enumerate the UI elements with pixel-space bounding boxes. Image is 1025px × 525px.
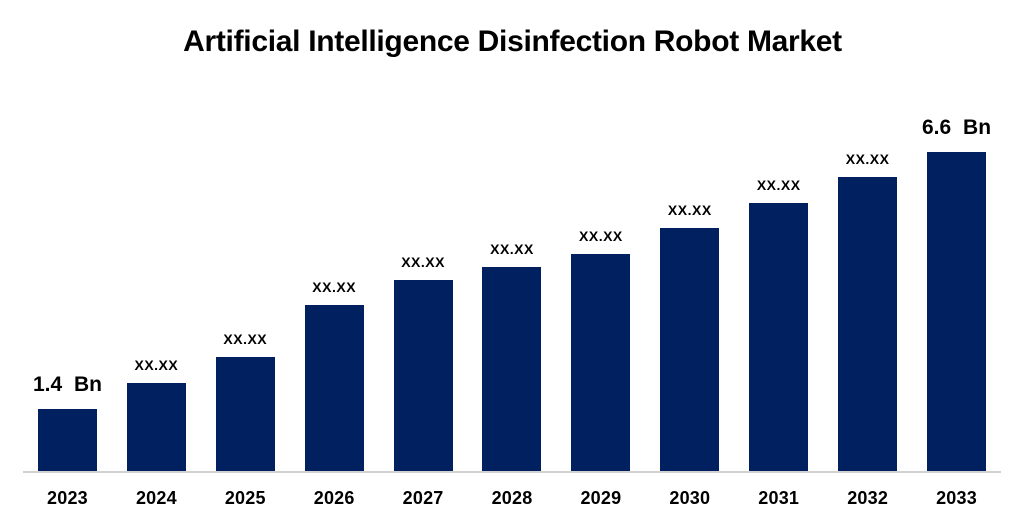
x-axis-tick-label: 2027 <box>402 488 444 508</box>
bar-group: XX.XX <box>379 0 468 471</box>
x-axis-tick-label: 2023 <box>47 488 88 508</box>
bar-value-label: XX.XX <box>845 151 890 167</box>
bar-group: XX.XX <box>468 0 557 471</box>
bar-group: XX.XX <box>734 0 823 471</box>
bar-value-label: XX.XX <box>579 228 623 244</box>
bar <box>482 267 542 471</box>
bar-group: XX.XX <box>645 0 734 471</box>
bar <box>37 409 97 471</box>
bar <box>927 152 987 471</box>
bar <box>126 383 186 471</box>
bar-value-label: 1.4 Bn <box>32 373 102 396</box>
bar-group: XX.XX <box>823 0 912 471</box>
chart-title: Artificial Intelligence Disinfection Rob… <box>183 25 842 58</box>
bar <box>749 203 809 471</box>
x-axis-tick-label: 2029 <box>580 488 622 508</box>
bar-group: 6.6 Bn <box>912 0 1001 471</box>
bar <box>304 305 364 471</box>
x-axis-tick-label: 2028 <box>491 488 533 508</box>
bar-value-label: XX.XX <box>223 331 268 347</box>
bar-value-label: XX.XX <box>490 241 534 257</box>
bar <box>215 357 275 471</box>
x-axis-tick-label: 2024 <box>135 488 177 508</box>
bar <box>571 254 631 471</box>
x-axis-tick-label: 2033 <box>936 488 977 508</box>
bar-value-label: XX.XX <box>134 357 179 373</box>
bar-value-label: XX.XX <box>756 177 801 193</box>
bar <box>393 280 453 471</box>
bar <box>838 177 898 471</box>
x-axis-labels: 2023 2024 2025 2026 2027 2028 2029 2030 … <box>23 488 1001 509</box>
x-axis-tick-label: 2031 <box>758 488 800 508</box>
plot-area: 1.4 Bn XX.XX XX.XX XX.XX XX.XX XX.XX XX.… <box>23 0 1001 471</box>
bar <box>660 228 720 471</box>
bar-value-label: XX.XX <box>667 202 712 218</box>
x-axis-tick-label: 2030 <box>669 488 711 508</box>
x-axis-tick-label: 2025 <box>224 488 266 508</box>
x-axis-tick-label: 2026 <box>313 488 355 508</box>
bar-value-label: XX.XX <box>312 279 357 295</box>
bar-group: XX.XX <box>556 0 645 471</box>
bar-group: XX.XX <box>112 0 201 471</box>
bar-group: XX.XX <box>201 0 290 471</box>
bar-group: XX.XX <box>290 0 379 471</box>
bar-group: 1.4 Bn <box>23 0 112 471</box>
bar-value-label: XX.XX <box>401 254 445 270</box>
bar-value-label: 6.6 Bn <box>922 116 992 139</box>
x-axis-tick-label: 2032 <box>847 488 889 508</box>
x-axis-line <box>23 471 1001 473</box>
